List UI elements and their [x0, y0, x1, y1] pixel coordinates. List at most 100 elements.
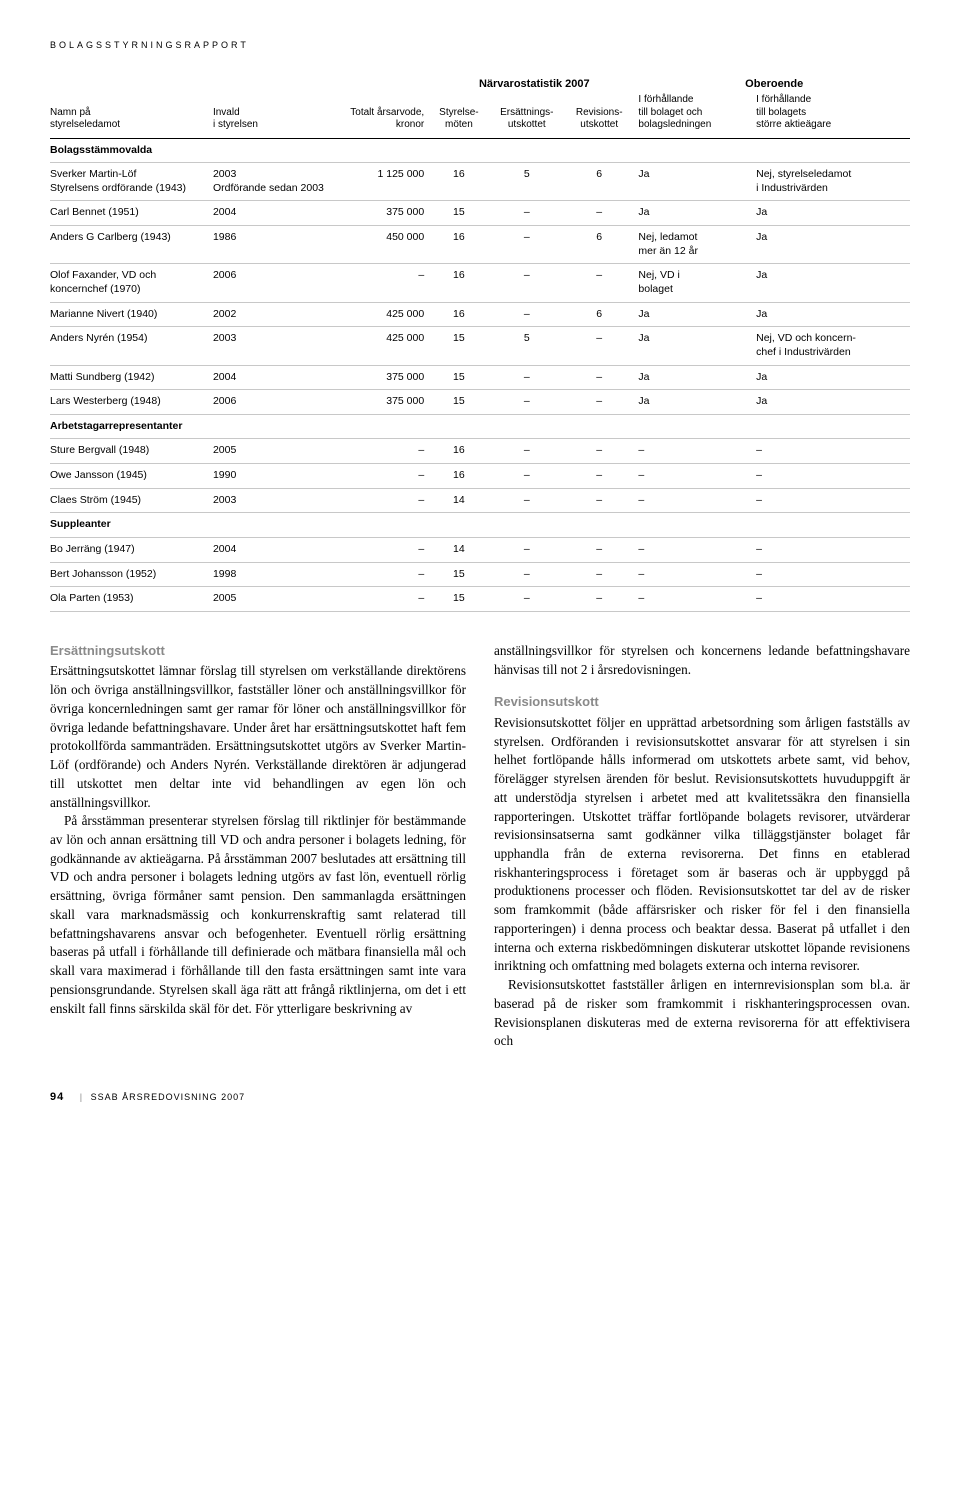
left-p2: På årsstämman presenterar styrelsen förs…: [50, 812, 466, 1018]
cell-ersatt: 5: [494, 163, 566, 201]
cell-moten: 15: [430, 201, 493, 226]
section-title: Arbetstagarrepresentanter: [50, 414, 910, 439]
cell-forh1: Ja: [638, 365, 756, 390]
table-row: Bert Johansson (1952)1998–15––––: [50, 562, 910, 587]
heading-revision: Revisionsutskott: [494, 693, 910, 711]
cell-forh1: –: [638, 464, 756, 489]
cell-arvode: –: [340, 538, 431, 563]
cell-forh2: Ja: [756, 390, 910, 415]
table-row: Olof Faxander, VD ochkoncernchef (1970)2…: [50, 264, 910, 302]
section-header: BOLAGSSTYRNINGSRAPPORT: [50, 40, 910, 50]
cell-ersatt: –: [494, 365, 566, 390]
page-number: 94: [50, 1091, 64, 1103]
cell-forh2: Ja: [756, 365, 910, 390]
cell-invald: 2003Ordförande sedan 2003: [213, 163, 340, 201]
cell-invald: 2006: [213, 264, 340, 302]
cell-moten: 16: [430, 163, 493, 201]
cell-forh1: –: [638, 439, 756, 464]
cell-name: Matti Sundberg (1942): [50, 365, 213, 390]
cell-forh1: Ja: [638, 327, 756, 365]
table-row: Ola Parten (1953)2005–15––––: [50, 587, 910, 612]
cell-forh2: –: [756, 587, 910, 612]
cell-forh1: Ja: [638, 201, 756, 226]
cell-invald: 2003: [213, 488, 340, 513]
cell-revis: –: [566, 488, 638, 513]
cell-arvode: 425 000: [340, 327, 431, 365]
cell-ersatt: –: [494, 439, 566, 464]
cell-ersatt: –: [494, 464, 566, 489]
cell-name: Marianne Nivert (1940): [50, 302, 213, 327]
group-header-oberoende: Oberoende: [638, 78, 910, 90]
cell-forh1: Ja: [638, 163, 756, 201]
cell-moten: 16: [430, 464, 493, 489]
cell-moten: 16: [430, 264, 493, 302]
cell-revis: –: [566, 365, 638, 390]
cell-name: Ola Parten (1953): [50, 587, 213, 612]
cell-ersatt: –: [494, 538, 566, 563]
cell-revis: –: [566, 587, 638, 612]
cell-ersatt: –: [494, 201, 566, 226]
heading-ersattning: Ersättningsutskott: [50, 642, 466, 660]
col-forh2: I förhållandetill bolagetsstörre aktieäg…: [756, 90, 910, 138]
cell-arvode: –: [340, 587, 431, 612]
cell-arvode: 375 000: [340, 365, 431, 390]
table-row: Bo Jerräng (1947)2004–14––––: [50, 538, 910, 563]
cell-name: Bert Johansson (1952): [50, 562, 213, 587]
right-p0: anställningsvillkor för styrelsen och ko…: [494, 642, 910, 679]
table-row: Anders Nyrén (1954)2003425 000155–JaNej,…: [50, 327, 910, 365]
cell-ersatt: –: [494, 390, 566, 415]
cell-arvode: 450 000: [340, 226, 431, 264]
cell-invald: 2005: [213, 439, 340, 464]
footer-sep: |: [80, 1092, 83, 1102]
section-title: Bolagsstämmovalda: [50, 138, 910, 163]
cell-invald: 2004: [213, 538, 340, 563]
col-arvode: Totalt årsarvode,kronor: [340, 90, 431, 138]
cell-moten: 16: [430, 439, 493, 464]
cell-forh2: –: [756, 488, 910, 513]
section-title: Suppleanter: [50, 513, 910, 538]
cell-forh2: Ja: [756, 201, 910, 226]
cell-name: Lars Westerberg (1948): [50, 390, 213, 415]
cell-name: Bo Jerräng (1947): [50, 538, 213, 563]
cell-name: Owe Jansson (1945): [50, 464, 213, 489]
cell-invald: 2006: [213, 390, 340, 415]
col-name: Namn påstyrelseledamot: [50, 90, 213, 138]
cell-revis: –: [566, 538, 638, 563]
cell-forh2: Ja: [756, 264, 910, 302]
cell-invald: 2004: [213, 365, 340, 390]
cell-forh1: Ja: [638, 390, 756, 415]
cell-name: Olof Faxander, VD ochkoncernchef (1970): [50, 264, 213, 302]
cell-name: Sverker Martin-LöfStyrelsens ordförande …: [50, 163, 213, 201]
col-invald: Invaldi styrelsen: [213, 90, 340, 138]
group-header-narvaro: Närvarostatistik 2007: [430, 78, 638, 90]
table-row: Anders G Carlberg (1943)1986450 00016–6N…: [50, 226, 910, 264]
body-col-right: anställningsvillkor för styrelsen och ko…: [494, 642, 910, 1051]
cell-revis: –: [566, 264, 638, 302]
cell-moten: 15: [430, 327, 493, 365]
cell-revis: 6: [566, 302, 638, 327]
cell-moten: 15: [430, 562, 493, 587]
cell-moten: 16: [430, 226, 493, 264]
cell-forh1: –: [638, 562, 756, 587]
cell-forh2: –: [756, 562, 910, 587]
body-col-left: Ersättningsutskott Ersättningsutskottet …: [50, 642, 466, 1051]
cell-forh1: Nej, ledamotmer än 12 år: [638, 226, 756, 264]
cell-arvode: 375 000: [340, 201, 431, 226]
cell-name: Anders G Carlberg (1943): [50, 226, 213, 264]
table-row: Owe Jansson (1945)1990–16––––: [50, 464, 910, 489]
table-row: Sture Bergvall (1948)2005–16––––: [50, 439, 910, 464]
left-p1: Ersättningsutskottet lämnar förslag till…: [50, 662, 466, 812]
cell-invald: 2003: [213, 327, 340, 365]
right-p1: Revisionsutskottet följer en upprättad a…: [494, 714, 910, 976]
cell-moten: 14: [430, 488, 493, 513]
cell-invald: 1986: [213, 226, 340, 264]
right-p2: Revisionsutskottet fastställer årligen e…: [494, 976, 910, 1051]
cell-revis: –: [566, 201, 638, 226]
cell-revis: 6: [566, 163, 638, 201]
cell-name: Anders Nyrén (1954): [50, 327, 213, 365]
cell-moten: 15: [430, 587, 493, 612]
board-table: Närvarostatistik 2007 Oberoende Namn pås…: [50, 78, 910, 612]
cell-ersatt: –: [494, 302, 566, 327]
cell-forh2: Ja: [756, 302, 910, 327]
cell-arvode: –: [340, 439, 431, 464]
